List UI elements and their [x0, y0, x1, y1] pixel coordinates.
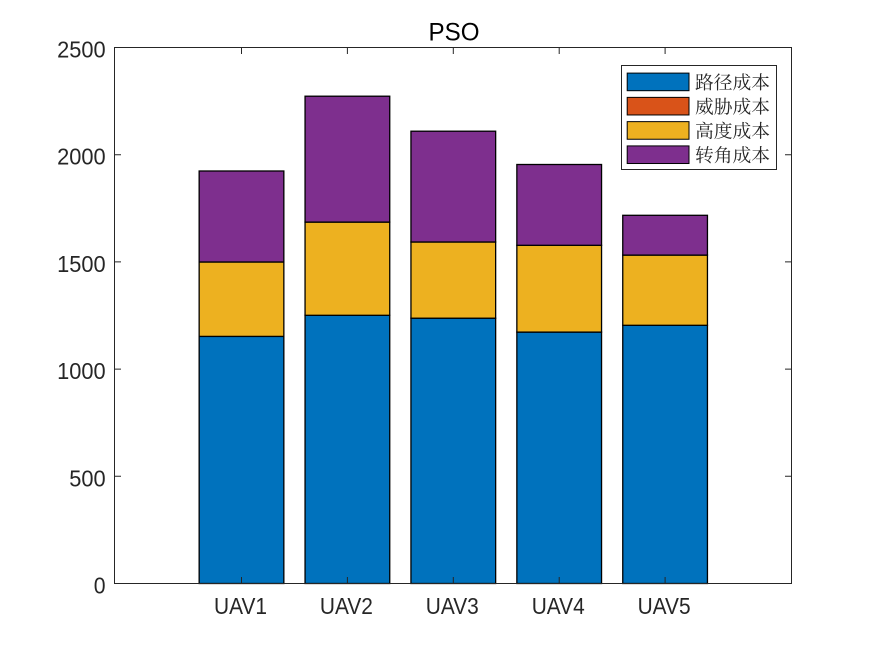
- svg-text:UAV1: UAV1: [214, 593, 267, 619]
- svg-text:UAV3: UAV3: [426, 593, 479, 619]
- svg-text:UAV2: UAV2: [320, 593, 373, 619]
- svg-text:500: 500: [69, 465, 105, 491]
- svg-text:1500: 1500: [57, 251, 106, 277]
- svg-text:PSO: PSO: [429, 19, 480, 47]
- svg-text:2500: 2500: [57, 37, 106, 63]
- svg-text:1000: 1000: [57, 358, 106, 384]
- svg-text:UAV5: UAV5: [638, 593, 691, 619]
- svg-text:2000: 2000: [57, 144, 106, 170]
- svg-text:0: 0: [94, 573, 106, 599]
- svg-text:UAV4: UAV4: [532, 593, 585, 619]
